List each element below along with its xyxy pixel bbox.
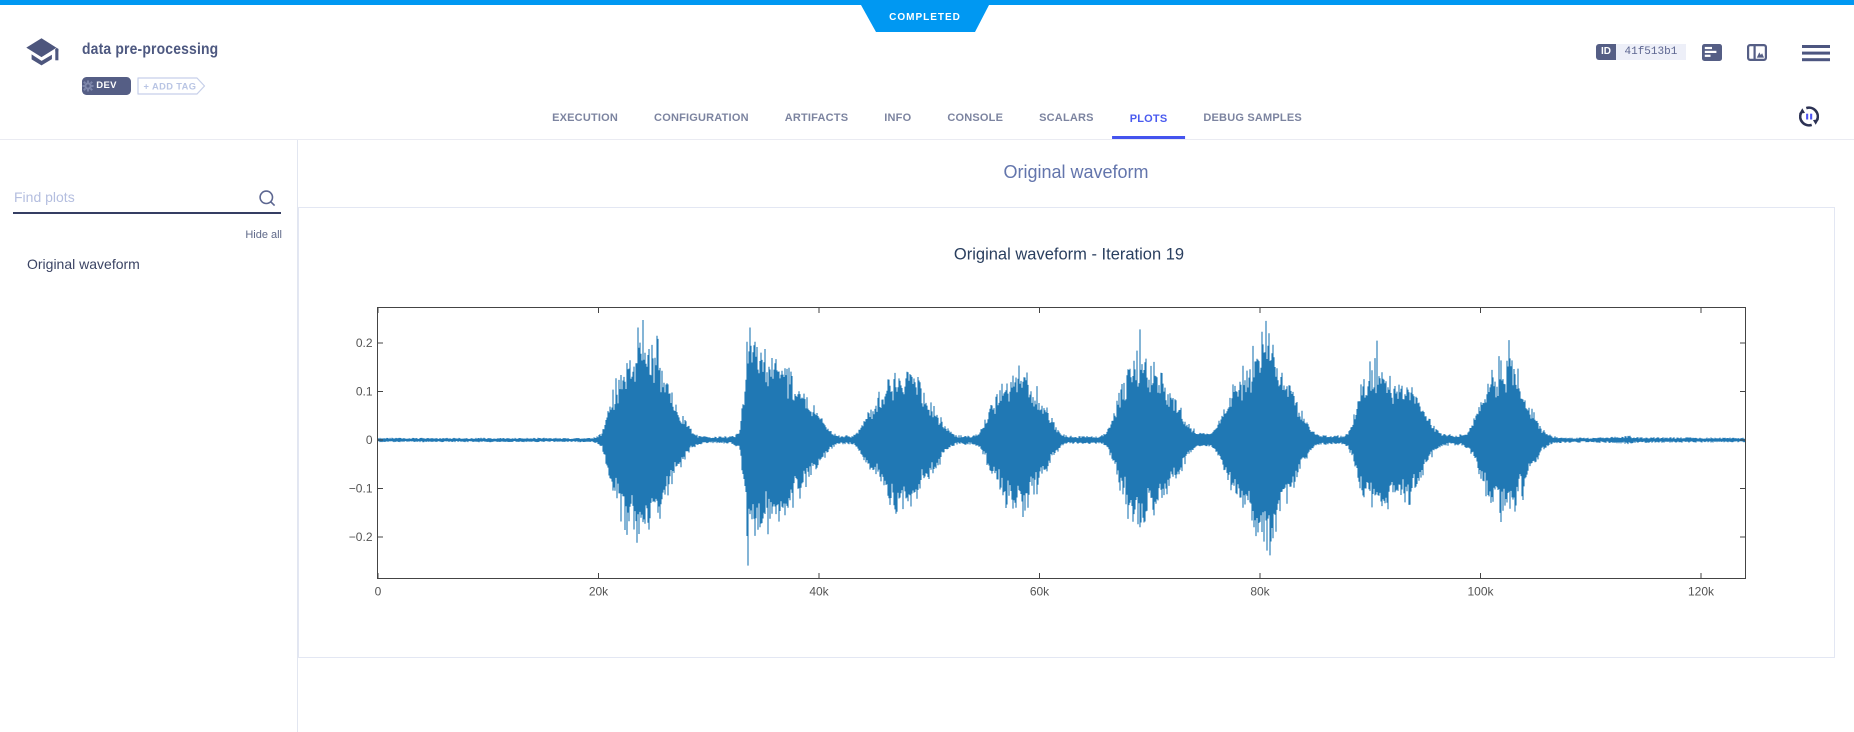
svg-text:20k: 20k bbox=[589, 585, 609, 599]
svg-text:80k: 80k bbox=[1250, 585, 1270, 599]
svg-text:60k: 60k bbox=[1030, 585, 1050, 599]
svg-text:Original waveform - Iteration: Original waveform - Iteration 19 bbox=[954, 246, 1184, 264]
svg-text:120k: 120k bbox=[1688, 585, 1715, 599]
svg-text:40k: 40k bbox=[809, 585, 829, 599]
svg-text:−0.1: −0.1 bbox=[349, 482, 373, 496]
svg-text:0.1: 0.1 bbox=[356, 385, 373, 399]
svg-text:+ ADD TAG: + ADD TAG bbox=[144, 81, 197, 91]
svg-text:0.2: 0.2 bbox=[356, 336, 373, 350]
svg-text:0: 0 bbox=[375, 585, 382, 599]
svg-text:0: 0 bbox=[366, 433, 373, 447]
svg-text:100k: 100k bbox=[1467, 585, 1494, 599]
svg-text:−0.2: −0.2 bbox=[349, 530, 373, 544]
